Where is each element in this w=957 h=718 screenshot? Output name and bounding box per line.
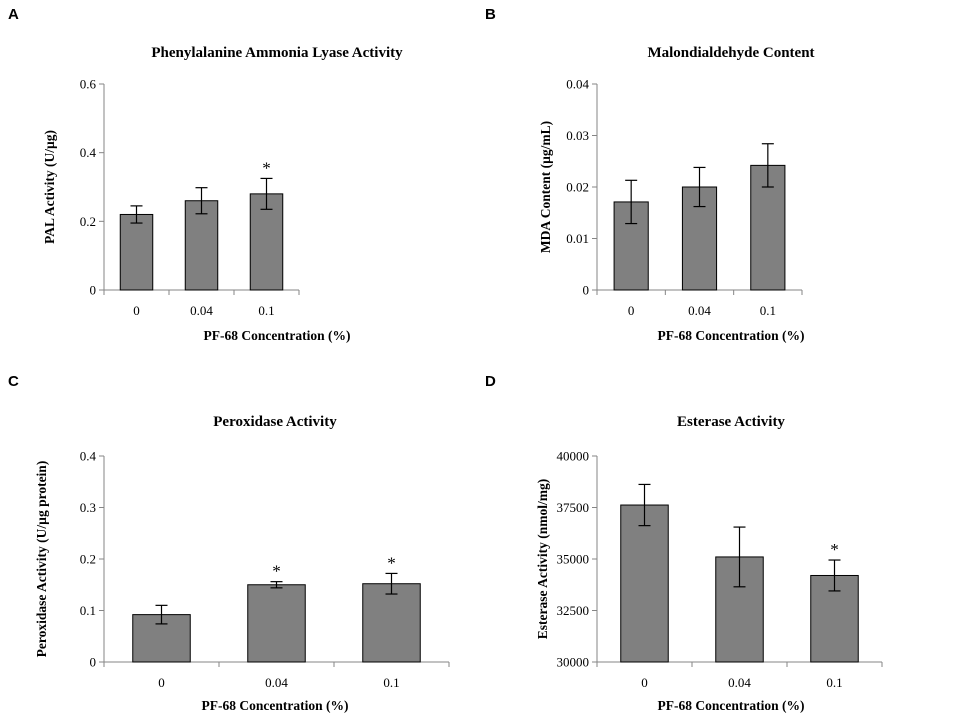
x-tick-label: 0.1 [383, 675, 399, 690]
error-bar [130, 205, 143, 224]
x-tick-label: 0.04 [728, 675, 751, 690]
significance-mark: * [387, 553, 396, 572]
significance-mark: * [830, 540, 839, 559]
significance-mark: * [262, 158, 271, 177]
x-tick-label: 0.04 [688, 303, 711, 318]
panel-letter: B [485, 6, 496, 23]
x-tick-label: 0 [628, 303, 635, 318]
error-bar [693, 166, 706, 208]
y-tick-label: 0.4 [80, 449, 97, 464]
x-axis-label: PF-68 Concentration (%) [658, 328, 805, 343]
x-tick-label: 0.1 [258, 303, 274, 318]
y-tick-label: 35000 [557, 552, 590, 567]
panel-letter: C [8, 373, 19, 390]
x-tick-label: 0 [641, 675, 648, 690]
bar-0.04 [247, 584, 306, 663]
y-tick-label: 30000 [557, 655, 590, 670]
y-tick-label: 0.03 [566, 128, 589, 143]
error-bar [733, 526, 746, 588]
chart-panel-b: B Malondialdehyde Content 0 0.01 0.02 0.03 0.0… [485, 6, 815, 343]
error-bar [195, 187, 208, 215]
error-bar [828, 559, 841, 592]
x-tick-label: 0 [158, 675, 165, 690]
x-axis-label: PF-68 Concentration (%) [204, 328, 351, 343]
y-tick-label: 32500 [557, 603, 590, 618]
chart-title: Phenylalanine Ammonia Lyase Activity [151, 45, 403, 61]
y-axis-label: Peroxidase Activity (U/µg protein) [34, 461, 49, 658]
y-tick-label: 0.04 [566, 77, 589, 92]
error-bar [761, 143, 774, 188]
panel-letter: D [485, 373, 496, 390]
y-tick-label: 37500 [557, 500, 590, 515]
chart-title: Esterase Activity [677, 414, 785, 430]
y-tick-label: 0.2 [80, 214, 96, 229]
error-bar [638, 483, 651, 527]
x-tick-label: 0.04 [190, 303, 213, 318]
y-tick-label: 0.2 [80, 552, 96, 567]
y-tick-label: 0.01 [566, 231, 589, 246]
error-bar [260, 177, 273, 210]
error-bar [155, 604, 168, 625]
panel-letter: A [8, 6, 19, 23]
y-tick-label: 0 [90, 283, 97, 298]
y-axis-label: MDA Content (µg/mL) [538, 121, 553, 253]
error-bar [270, 581, 283, 589]
y-tick-label: 0.4 [80, 145, 97, 160]
x-tick-label: 0.1 [760, 303, 776, 318]
y-tick-label: 0.3 [80, 500, 96, 515]
x-tick-label: 0 [133, 303, 140, 318]
y-tick-label: 40000 [557, 449, 590, 464]
x-axis-label: PF-68 Concentration (%) [658, 698, 805, 713]
significance-mark: * [272, 562, 281, 581]
y-tick-label: 0 [90, 655, 97, 670]
x-tick-label: 0.04 [265, 675, 288, 690]
bar-0.1 [362, 583, 421, 663]
bar-0 [119, 213, 154, 291]
y-axis-label: PAL Activity (U/µg) [42, 130, 57, 244]
chart-panel-c: C Peroxidase Activity 0 0.1 0.2 0.3 0.4 0 * 0.04 *… [8, 373, 450, 713]
chart-panel-d: D Esterase Activity 30000 32500 35000 37500 40… [485, 373, 883, 713]
x-axis-label: PF-68 Concentration (%) [202, 698, 349, 713]
bar-0.04 [184, 200, 219, 291]
bar-0 [620, 504, 669, 663]
y-tick-label: 0.02 [566, 180, 589, 195]
y-axis-label: Esterase Activity (nmol/mg) [535, 479, 550, 639]
x-tick-label: 0.1 [826, 675, 842, 690]
y-tick-label: 0.6 [80, 77, 97, 92]
y-tick-label: 0.1 [80, 603, 96, 618]
error-bar [625, 179, 638, 225]
chart-title: Peroxidase Activity [213, 414, 337, 430]
chart-panel-a: A Phenylalanine Ammonia Lyase Activity 0 0.… [8, 6, 403, 343]
error-bar [385, 572, 398, 595]
y-tick-label: 0 [583, 283, 590, 298]
chart-title: Malondialdehyde Content [647, 45, 814, 61]
